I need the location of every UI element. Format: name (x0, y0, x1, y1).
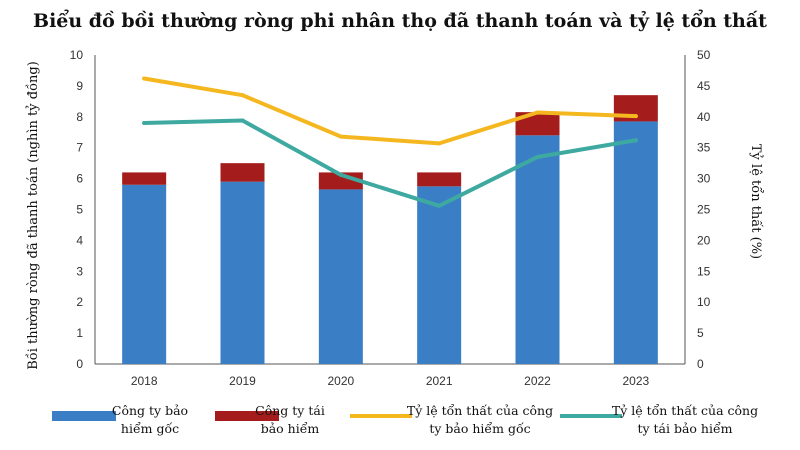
y-left-tick-label: 5 (76, 203, 83, 217)
y-left-tick-label: 9 (76, 79, 83, 93)
y-left-tick-label: 6 (76, 172, 83, 186)
legend-label: ty bảo hiểm gốc (429, 421, 530, 436)
y-right-tick-label: 40 (697, 110, 711, 124)
point-loss-ratio-primary (535, 110, 540, 115)
point-loss-ratio-primary (633, 114, 638, 119)
bar-primary-insurer (318, 189, 363, 364)
x-tick-label: 2020 (327, 374, 354, 388)
bar-reinsurer (417, 172, 462, 187)
x-tick-label: 2021 (426, 374, 453, 388)
bar-primary-insurer (220, 181, 265, 364)
point-loss-ratio-reinsurer (535, 154, 540, 159)
y-left-tick-label: 3 (76, 264, 83, 278)
legend-label: ty tái bảo hiểm (637, 421, 732, 436)
point-loss-ratio-primary (142, 76, 147, 81)
y-right-tick-label: 25 (697, 203, 711, 217)
y-right-tick-label: 50 (697, 48, 711, 62)
y-right-tick-label: 0 (697, 357, 704, 371)
point-loss-ratio-reinsurer (338, 172, 343, 177)
bar-primary-insurer (515, 135, 560, 364)
y-right-tick-label: 30 (697, 172, 711, 186)
x-tick-label: 2019 (229, 374, 256, 388)
line-loss-ratio-reinsurer (142, 118, 638, 208)
point-loss-ratio-primary (338, 134, 343, 139)
legend-label: hiểm gốc (121, 421, 179, 436)
bar-primary-insurer (417, 186, 462, 364)
point-loss-ratio-reinsurer (240, 118, 245, 123)
legend-swatch (52, 411, 116, 421)
y-axis-right-title: Tỷ lệ tổn thất (%) (748, 144, 764, 259)
bar-reinsurer (220, 163, 265, 182)
y-axis-left-title: Bồi thường ròng đã thanh toán (nghìn tỷ … (25, 61, 41, 370)
chart-title: Biểu đồ bồi thường ròng phi nhân thọ đã … (33, 8, 767, 32)
bar-primary-insurer (122, 184, 167, 364)
y-left-tick-label: 0 (76, 357, 83, 371)
point-loss-ratio-primary (240, 93, 245, 98)
x-tick-label: 2018 (131, 374, 158, 388)
x-tick-label: 2023 (622, 374, 649, 388)
y-left-tick-label: 10 (70, 48, 84, 62)
legend-label: Công ty bảo (112, 403, 188, 418)
legend-label: bảo hiểm (261, 421, 320, 436)
y-right-tick-label: 5 (697, 326, 704, 340)
point-loss-ratio-reinsurer (633, 138, 638, 143)
y-left-tick-label: 7 (76, 141, 83, 155)
point-loss-ratio-primary (437, 141, 442, 146)
point-loss-ratio-reinsurer (142, 120, 147, 125)
legend-label: Tỷ lệ tổn thất của công (612, 403, 758, 418)
y-left-tick-label: 1 (76, 326, 83, 340)
point-loss-ratio-reinsurer (437, 203, 442, 208)
bar-primary-insurer (613, 121, 658, 364)
y-right-tick-label: 10 (697, 295, 711, 309)
legend-swatch (215, 411, 279, 421)
y-left-tick-label: 2 (76, 295, 83, 309)
bar-reinsurer (122, 172, 167, 185)
y-right-tick-label: 15 (697, 264, 711, 278)
line-loss-ratio-primary (142, 76, 638, 146)
legend-label: Tỷ lệ tổn thất của công (407, 403, 553, 418)
legend-label: Công ty tái (255, 403, 325, 418)
y-right-tick-label: 20 (697, 233, 711, 247)
legend: Công ty bảo hiểm gốc Công ty tái bảo hiểm Tỷ… (52, 403, 758, 436)
y-left-tick-label: 8 (76, 110, 83, 124)
y-left-tick-label: 4 (76, 233, 83, 247)
x-tick-label: 2022 (524, 374, 551, 388)
y-right-tick-label: 45 (697, 79, 711, 93)
y-right-tick-label: 35 (697, 141, 711, 155)
